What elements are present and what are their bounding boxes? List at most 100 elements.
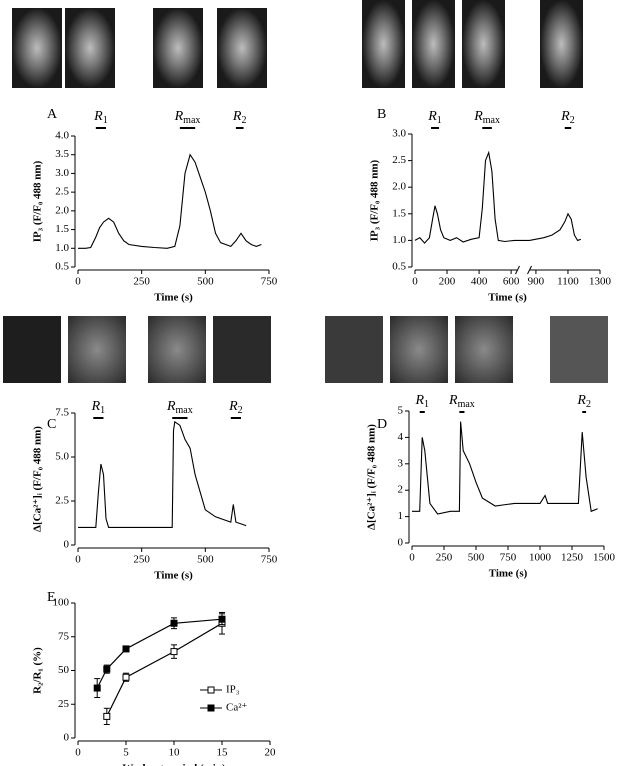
y-tick-label: 1 (398, 510, 404, 522)
legend-marker (207, 704, 215, 712)
micrograph (362, 0, 405, 88)
stimulus-label: Rmax (473, 109, 500, 126)
stimulus-label-base: R (560, 109, 570, 124)
y-axis-label: Δ[Ca²⁺]ᵢ (F/F₀ 488 nm) (32, 426, 44, 532)
legend-label: Ca²⁺ (226, 702, 248, 714)
y-tick-label: 4 (398, 431, 404, 443)
stimulus-label-sub: 2 (238, 405, 243, 416)
stimulus-label-sub: 1 (103, 115, 108, 126)
x-tick-label: 750 (261, 276, 278, 288)
stimulus-label-base: R (414, 393, 424, 408)
y-tick-label: 0 (64, 539, 70, 551)
x-tick-label: 1000 (529, 552, 552, 564)
x-tick-label: 0 (75, 747, 81, 759)
stimulus-label-sub: max (483, 115, 500, 126)
axis-break (515, 265, 520, 275)
x-tick-label: 400 (471, 276, 488, 288)
micrograph (153, 8, 203, 88)
y-tick-label: 2.5 (392, 154, 406, 166)
y-axis-label: Δ[Ca²⁺]ᵢ (F/F₀ 488 nm) (366, 424, 378, 530)
stimulus-label: R1 (91, 399, 106, 416)
x-axis-label: Time (s) (489, 568, 528, 580)
stimulus-label: Rmax (166, 399, 193, 416)
x-axis-label: Time (s) (154, 292, 193, 304)
panel: B 0.5 1.0 1.5 2.0 2.5 3.0 0 200 400 600 900 1100 1300… (369, 107, 612, 303)
stimulus-label-base: R (174, 109, 184, 124)
stimulus-label-sub: 2 (586, 399, 591, 410)
trace-line (78, 153, 262, 249)
legend-marker (207, 686, 215, 694)
x-tick-label: 0 (75, 554, 81, 566)
stimulus-label-sub: max (183, 115, 200, 126)
stimulus-label: R2 (232, 109, 247, 126)
stimulus-label-sub: 1 (424, 399, 429, 410)
x-axis-label: Time (s) (154, 570, 193, 582)
x-tick-label: 500 (197, 276, 214, 288)
stimulus-label: R1 (93, 109, 108, 126)
stimulus-label-sub: 1 (100, 405, 105, 416)
y-tick-label: 0 (64, 732, 70, 744)
y-tick-label: 5 (398, 405, 404, 417)
panel: E 0 25 50 75 100 0 5 10 15 20 Washout period (min) R… (32, 590, 276, 766)
micrograph (148, 316, 206, 383)
micrograph (68, 316, 126, 383)
y-tick-label: 1.0 (392, 234, 406, 246)
y-axis-label: IP₃ (F/F₀ 488 nm) (369, 159, 381, 241)
y-tick-label: 50 (58, 664, 70, 676)
point (122, 673, 130, 681)
y-tick-label: 4.0 (55, 130, 69, 142)
x-tick-label: 500 (197, 554, 214, 566)
x-tick-label: 900 (528, 276, 545, 288)
panel-label: B (377, 107, 386, 122)
x-tick-label: 500 (468, 552, 485, 564)
stimulus-label: R2 (560, 109, 575, 126)
micrograph (550, 316, 608, 383)
micrograph (412, 0, 455, 88)
stimulus-label-base: R (232, 109, 242, 124)
y-tick-label: 0.5 (55, 261, 69, 273)
y-tick-label: 1.0 (55, 242, 69, 254)
stimulus-label-base: R (91, 399, 101, 414)
x-tick-label: 750 (500, 552, 517, 564)
y-tick-label: 7.5 (55, 407, 69, 419)
series-line (106, 622, 223, 717)
micrograph (213, 316, 271, 383)
micrograph (217, 8, 267, 88)
x-tick-label: 5 (123, 747, 129, 759)
y-axis-label: IP₃ (F/F₀ 488 nm) (32, 160, 44, 242)
legend-label: IP₃ (226, 684, 240, 696)
y-tick-label: 3 (398, 457, 404, 469)
series-line (96, 618, 223, 689)
y-tick-label: 2.5 (55, 186, 69, 198)
stimulus-label-base: R (228, 399, 238, 414)
stimulus-label-base: R (448, 393, 458, 408)
x-tick-label: 250 (133, 276, 150, 288)
y-tick-label: 5.0 (55, 451, 69, 463)
micrograph (540, 0, 583, 88)
stimulus-label: R2 (228, 399, 243, 416)
x-tick-label: 0 (409, 552, 415, 564)
trace-line (414, 150, 581, 244)
y-tick-label: 1.5 (55, 223, 69, 235)
y-tick-label: 100 (53, 597, 70, 609)
point (170, 648, 178, 656)
micrograph (3, 316, 61, 383)
point (122, 645, 130, 653)
x-tick-label: 0 (75, 276, 81, 288)
stimulus-label: R1 (427, 109, 442, 126)
point (103, 665, 111, 673)
y-tick-label: 2 (398, 484, 404, 496)
stimulus-label-base: R (93, 109, 103, 124)
stimulus-label-sub: 1 (437, 115, 442, 126)
point (93, 684, 101, 692)
x-tick-label: 20 (265, 747, 277, 759)
point (218, 615, 226, 623)
point (170, 619, 178, 627)
y-tick-label: 2.0 (392, 181, 406, 193)
y-axis-label: R₂/R₁ (%) (32, 647, 44, 694)
y-tick-label: 2.5 (55, 495, 69, 507)
panel-label: A (47, 107, 58, 122)
micrographs (3, 0, 608, 383)
x-tick-label: 0 (412, 276, 418, 288)
panel-label: C (47, 417, 56, 432)
